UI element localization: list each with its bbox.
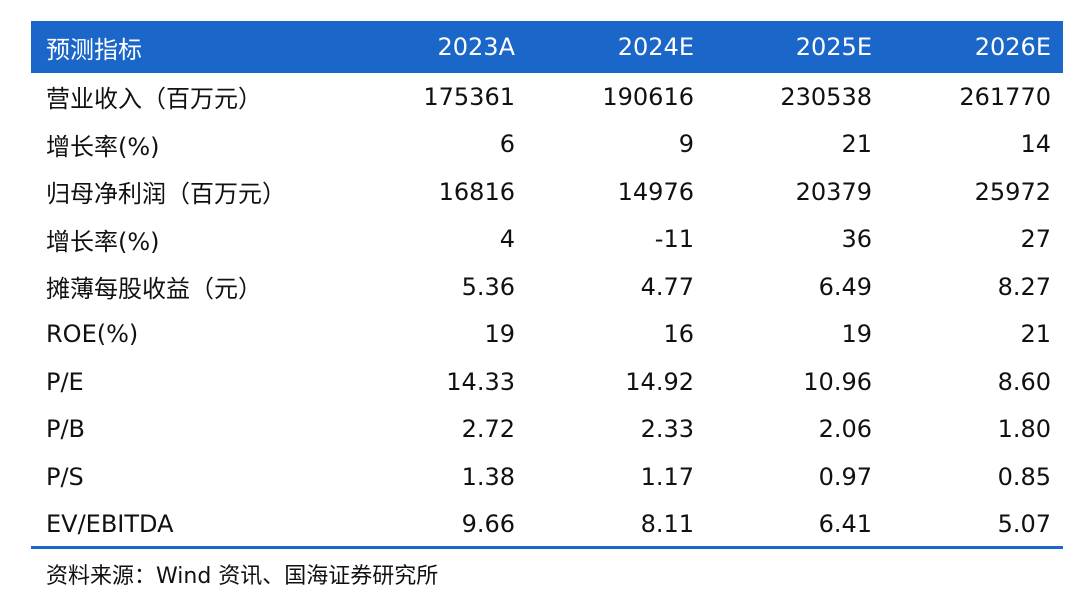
table-header-row: 预测指标 2023A 2024E 2025E 2026E: [31, 21, 1063, 73]
row-label: EV/EBITDA: [46, 510, 174, 539]
table-cell: 27: [1020, 225, 1051, 254]
row-label: 增长率(%): [46, 227, 160, 256]
header-cell-2023a: 2023A: [437, 33, 516, 61]
table-cell: 8.11: [640, 510, 694, 539]
row-label: 摊薄每股收益（元）: [46, 275, 262, 304]
table-cell: 9.66: [461, 510, 515, 539]
table-cell: 19: [484, 320, 515, 349]
table-cell: 19: [841, 320, 872, 349]
table-cell: 14.33: [446, 367, 515, 396]
table-cell: 20379: [795, 177, 872, 206]
table-cell: 1.17: [640, 462, 694, 491]
table-row: 营业收入（百万元） 175361 190616 230538 261770: [31, 73, 1063, 121]
header-cell-2024e: 2024E: [617, 33, 694, 61]
table-cell: 2.06: [818, 415, 872, 444]
row-label: 归母净利润（百万元）: [46, 180, 286, 209]
table-cell: 190616: [602, 82, 694, 111]
table-row: ROE(%) 19 16 19 21: [31, 311, 1063, 359]
header-cell-2026e: 2026E: [974, 33, 1051, 61]
table-cell: 0.97: [818, 462, 872, 491]
table-cell: -11: [654, 225, 694, 254]
table-cell: 21: [841, 130, 872, 159]
table-cell: 1.38: [461, 462, 515, 491]
row-label: P/E: [46, 367, 84, 396]
table-row: 摊薄每股收益（元） 5.36 4.77 6.49 8.27: [31, 263, 1063, 311]
table-cell: 6: [499, 130, 515, 159]
table-cell: 14.92: [625, 367, 694, 396]
table-cell: 175361: [423, 82, 515, 111]
row-label: P/B: [46, 415, 86, 444]
table-cell: 10.96: [803, 367, 872, 396]
table-cell: 16: [663, 320, 694, 349]
table-cell: 8.60: [997, 367, 1051, 396]
table-cell: 1.80: [997, 415, 1051, 444]
table-row: P/S 1.38 1.17 0.97 0.85: [31, 453, 1063, 501]
table-row: EV/EBITDA 9.66 8.11 6.41 5.07: [31, 501, 1063, 549]
table-cell: 5.36: [461, 272, 515, 301]
table-cell: 0.85: [997, 462, 1051, 491]
table-cell: 9: [678, 130, 694, 159]
table-cell: 6.41: [818, 510, 872, 539]
source-note: 资料来源：Wind 资讯、国海证券研究所: [46, 564, 439, 589]
table-cell: 2.33: [640, 415, 694, 444]
table-cell: 16816: [438, 177, 515, 206]
table-cell: 6.49: [818, 272, 872, 301]
forecast-table: 预测指标 2023A 2024E 2025E 2026E 营业收入（百万元） 1…: [31, 21, 1063, 548]
table-row: P/E 14.33 14.92 10.96 8.60: [31, 358, 1063, 406]
row-label: P/S: [46, 462, 84, 491]
table-cell: 4: [499, 225, 515, 254]
table-cell: 8.27: [997, 272, 1051, 301]
row-label: 增长率(%): [46, 132, 160, 161]
table-cell: 230538: [780, 82, 872, 111]
table-row: P/B 2.72 2.33 2.06 1.80: [31, 406, 1063, 454]
table-cell: 5.07: [997, 510, 1051, 539]
table-cell: 14976: [617, 177, 694, 206]
row-label: ROE(%): [46, 320, 139, 349]
table-cell: 261770: [959, 82, 1051, 111]
table-cell: 36: [841, 225, 872, 254]
forecast-table-container: 预测指标 2023A 2024E 2025E 2026E 营业收入（百万元） 1…: [31, 21, 1063, 548]
table-row: 增长率(%) 6 9 21 14: [31, 121, 1063, 169]
table-cell: 14: [1020, 130, 1051, 159]
header-cell-metric: 预测指标: [46, 35, 142, 64]
table-row: 归母净利润（百万元） 16816 14976 20379 25972: [31, 168, 1063, 216]
table-cell: 21: [1020, 320, 1051, 349]
bottom-rule: [31, 546, 1063, 549]
table-cell: 4.77: [640, 272, 694, 301]
header-cell-2025e: 2025E: [795, 33, 872, 61]
table-cell: 2.72: [461, 415, 515, 444]
row-label: 营业收入（百万元）: [46, 85, 262, 114]
table-row: 增长率(%) 4 -11 36 27: [31, 216, 1063, 264]
table-cell: 25972: [974, 177, 1051, 206]
